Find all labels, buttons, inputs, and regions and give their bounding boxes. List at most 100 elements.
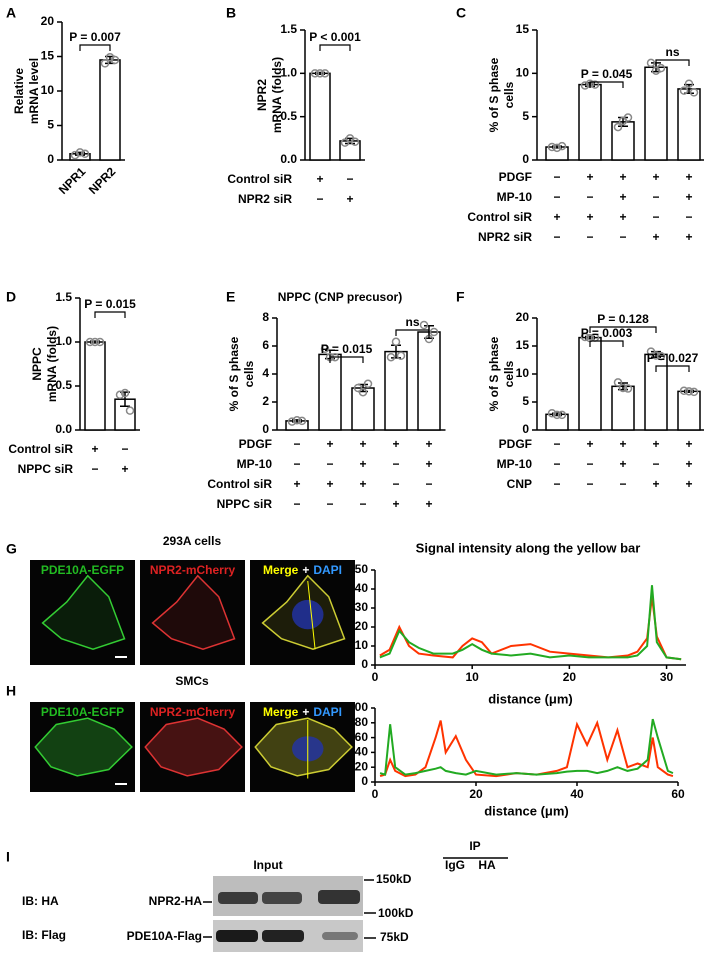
significance-label: P = 0.015	[321, 342, 373, 356]
y-tick-label: 5	[47, 118, 54, 132]
condition-mark: −	[652, 210, 659, 224]
condition-mark: +	[293, 477, 300, 491]
data-point	[557, 141, 567, 151]
y-axis-label: Relative	[12, 68, 26, 114]
y-tick-label: 0	[361, 657, 368, 671]
condition-mark: −	[652, 457, 659, 471]
significance-bracket	[655, 59, 690, 66]
y-tick-label: 8	[262, 310, 269, 324]
data-point	[386, 352, 396, 362]
condition-mark: −	[392, 477, 399, 491]
data-point	[120, 388, 130, 398]
condition-mark: −	[586, 230, 593, 244]
x-tick-label: 20	[469, 787, 483, 801]
x-tick-label: 30	[660, 670, 674, 684]
significance-label: P = 0.007	[69, 30, 121, 44]
series-line	[379, 585, 682, 661]
channel-label: NPR2-mCherry	[150, 563, 236, 577]
condition-mark: −	[121, 442, 128, 456]
significance-bracket	[79, 44, 111, 51]
condition-mark: +	[425, 437, 432, 451]
marker-label: 150kD	[376, 872, 412, 886]
x-axis-label: distance (μm)	[488, 691, 573, 706]
x-axis-label: distance (μm)	[484, 803, 569, 818]
chart-title: Signal intensity along the yellow bar	[416, 540, 641, 555]
condition-label: PDGF	[239, 437, 272, 451]
data-point	[613, 122, 623, 132]
data-point	[689, 387, 699, 397]
data-point	[350, 137, 360, 147]
channel-label-part: PDE10A-EGFP	[41, 563, 124, 577]
y-tick-label: 60	[355, 730, 369, 744]
y-tick-label: 40	[355, 745, 369, 759]
data-point	[552, 410, 562, 420]
y-tick-label: 10	[516, 366, 530, 380]
channel-label: PDE10A-EGFP	[41, 563, 124, 577]
y-tick-label: 0	[361, 774, 368, 788]
channel-label-part: DAPI	[313, 705, 342, 719]
bar	[417, 331, 441, 431]
cell-outline	[144, 717, 243, 777]
micrograph	[140, 560, 245, 665]
condition-mark: +	[685, 190, 692, 204]
data-point	[90, 337, 100, 347]
image-group-label: 293A cells	[163, 534, 222, 548]
condition-mark: −	[553, 457, 560, 471]
lane-label: HA	[478, 858, 496, 872]
condition-mark: +	[685, 457, 692, 471]
data-point	[396, 351, 406, 361]
condition-mark: +	[586, 210, 593, 224]
condition-mark: +	[359, 457, 366, 471]
data-point	[297, 416, 307, 426]
channel-label: Merge + DAPI	[263, 705, 342, 719]
chart-title: NPPC (CNP precusor)	[278, 290, 402, 304]
x-tick-label: 10	[466, 670, 480, 684]
cell-outline	[151, 574, 236, 651]
condition-mark: +	[619, 170, 626, 184]
condition-mark: −	[293, 457, 300, 471]
y-axis-label: cells	[242, 360, 256, 387]
condition-mark: +	[425, 497, 432, 511]
data-point	[651, 351, 661, 360]
micrograph	[140, 702, 245, 792]
condition-label: CNP	[507, 477, 532, 491]
band	[218, 892, 258, 904]
band	[262, 892, 302, 904]
y-axis-label: NPR2	[255, 79, 269, 111]
bar	[677, 390, 701, 431]
data-point	[125, 406, 135, 415]
panel-letter: F	[456, 289, 465, 305]
condition-mark: +	[425, 457, 432, 471]
data-point	[613, 378, 623, 387]
data-point	[353, 383, 363, 393]
condition-mark: +	[619, 190, 626, 204]
data-point	[292, 415, 302, 425]
bar	[384, 350, 408, 431]
y-tick-label: 0.0	[280, 152, 297, 166]
significance-bracket	[319, 44, 351, 51]
condition-mark: −	[586, 190, 593, 204]
condition-mark: +	[121, 462, 128, 476]
data-point	[679, 86, 689, 95]
significance-bracket	[589, 340, 624, 347]
panel-letter: H	[6, 683, 16, 699]
condition-mark: −	[293, 497, 300, 511]
data-point	[95, 337, 105, 347]
data-point	[684, 79, 694, 88]
data-point	[580, 332, 590, 342]
significance-label: P = 0.027	[647, 351, 699, 365]
y-tick-label: 40	[355, 581, 369, 595]
data-point	[115, 390, 125, 400]
data-point	[590, 80, 600, 89]
ip-label: IP	[469, 839, 480, 853]
x-tick-label: 0	[372, 787, 379, 801]
data-point	[580, 81, 590, 90]
data-point	[646, 58, 656, 68]
condition-mark: +	[392, 497, 399, 511]
data-point	[679, 386, 689, 396]
protein-label: NPR2-HA	[149, 894, 203, 908]
condition-label: NPR2 siR	[238, 192, 292, 206]
series-line	[379, 719, 674, 778]
condition-mark: −	[346, 172, 353, 186]
